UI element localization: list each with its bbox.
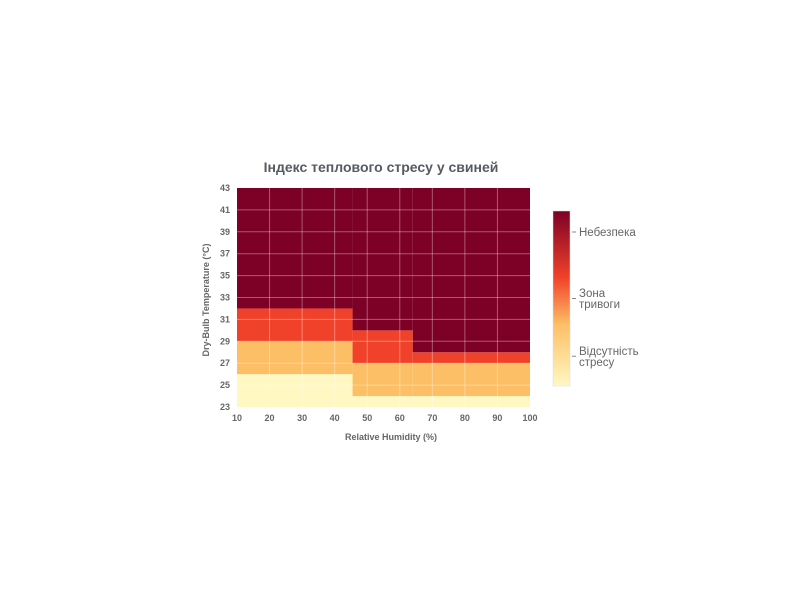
x-tick-label: 30: [297, 413, 307, 423]
heatmap-zone-2: [237, 308, 353, 342]
heatmap-zone-1: [237, 341, 353, 375]
colorbar-label: тривоги: [579, 299, 620, 311]
x-axis-label: Relative Humidity (%): [345, 432, 437, 442]
y-axis-ticks: 23 25 27 29 31 33 35 37 39 41 43: [220, 183, 230, 412]
x-axis-ticks: 10 20 30 40 50 60 70 80 90 100: [232, 413, 538, 423]
y-tick-label: 29: [220, 336, 230, 346]
y-tick-label: 37: [220, 249, 230, 259]
x-tick-label: 10: [232, 413, 242, 423]
y-tick-label: 25: [220, 380, 230, 390]
heatmap-zone-7: [352, 188, 413, 331]
y-tick-label: 27: [220, 358, 230, 368]
colorbar-label: Небезпека: [579, 227, 636, 239]
x-tick-label: 60: [395, 413, 405, 423]
y-tick-label: 31: [220, 314, 230, 324]
y-tick-label: 35: [220, 271, 230, 281]
y-axis-label: Dry-Bulb Temperature (°C): [201, 244, 211, 357]
x-tick-label: 70: [427, 413, 437, 423]
colorbar-label: Зона: [579, 288, 606, 300]
y-tick-label: 23: [220, 402, 230, 412]
heatmap-zone-9: [412, 363, 530, 397]
heatmap-zone-10: [412, 352, 530, 364]
y-tick-label: 43: [220, 183, 230, 193]
x-tick-label: 80: [460, 413, 470, 423]
y-tick-label: 41: [220, 205, 230, 215]
colorbar-label: Відсутність: [579, 346, 639, 358]
colorbar: [552, 210, 571, 387]
plot-area: [237, 188, 530, 407]
chart-title: Індекс теплового стресу у свиней: [264, 159, 499, 175]
grid-lines: [237, 188, 530, 407]
x-tick-label: 90: [492, 413, 502, 423]
y-tick-label: 33: [220, 293, 230, 303]
heatmap-zone-5: [352, 363, 413, 397]
x-tick-label: 100: [522, 413, 537, 423]
heatmap-zone-4: [352, 396, 413, 407]
colorbar-label: стресу: [579, 357, 615, 369]
heatmap-zone-8: [412, 396, 530, 407]
heatmap-zone-0: [237, 374, 353, 407]
x-tick-label: 20: [265, 413, 275, 423]
heatmap-zone-3: [237, 188, 353, 309]
x-tick-label: 40: [330, 413, 340, 423]
heatmap-zone-11: [412, 188, 530, 353]
y-tick-label: 39: [220, 227, 230, 237]
heatmap-zone-6: [352, 330, 413, 364]
x-tick-label: 50: [362, 413, 372, 423]
